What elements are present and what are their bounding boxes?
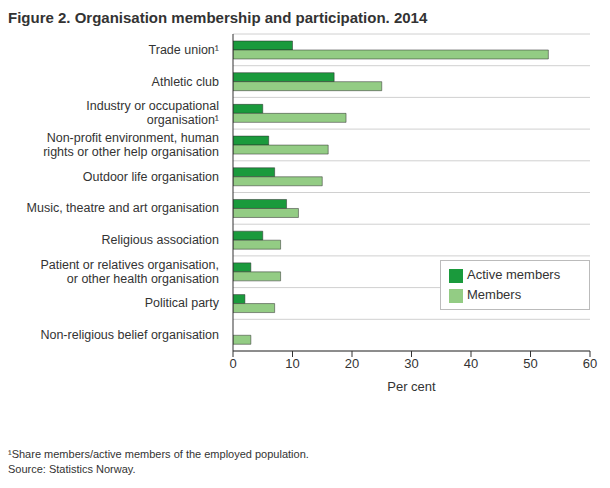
html-text:Figure 2. Organisation members: Figure 2. Organisation membership and pa… (8, 9, 428, 26)
svg-text:Outdoor life organisation: Outdoor life organisation (83, 170, 219, 184)
svg-text:10: 10 (285, 356, 299, 371)
svg-text:Athletic club: Athletic club (152, 75, 219, 89)
svg-text:30: 30 (404, 356, 418, 371)
svg-text:Music, theatre and art organis: Music, theatre and art organisation (27, 201, 220, 215)
svg-text:Political party: Political party (145, 296, 220, 310)
svg-text:Industry or occupationalorgani: Industry or occupationalorganisation¹ (86, 99, 219, 127)
svg-text:Per cent: Per cent (387, 379, 436, 394)
svg-text:40: 40 (464, 356, 478, 371)
svg-text:60: 60 (583, 356, 597, 371)
svg-text:Non-religious belief organisat: Non-religious belief organisation (40, 328, 219, 342)
html-text:Source: Statistics Norway.: Source: Statistics Norway. (8, 463, 136, 475)
html-text:Members: Members (467, 287, 522, 302)
html-text:¹Share members/active members: ¹Share members/active members of the emp… (8, 448, 309, 460)
svg-text:20: 20 (345, 356, 359, 371)
svg-text:50: 50 (523, 356, 537, 371)
html-text:Active members: Active members (467, 267, 561, 282)
svg-text:Non-profit environment, humanr: Non-profit environment, humanrights or o… (43, 131, 219, 159)
svg-text:0: 0 (229, 356, 236, 371)
svg-text:Trade union¹: Trade union¹ (149, 43, 219, 57)
svg-text:Patient or relatives organisat: Patient or relatives organisation,or oth… (40, 258, 219, 286)
svg-text:Religious association: Religious association (102, 233, 219, 247)
